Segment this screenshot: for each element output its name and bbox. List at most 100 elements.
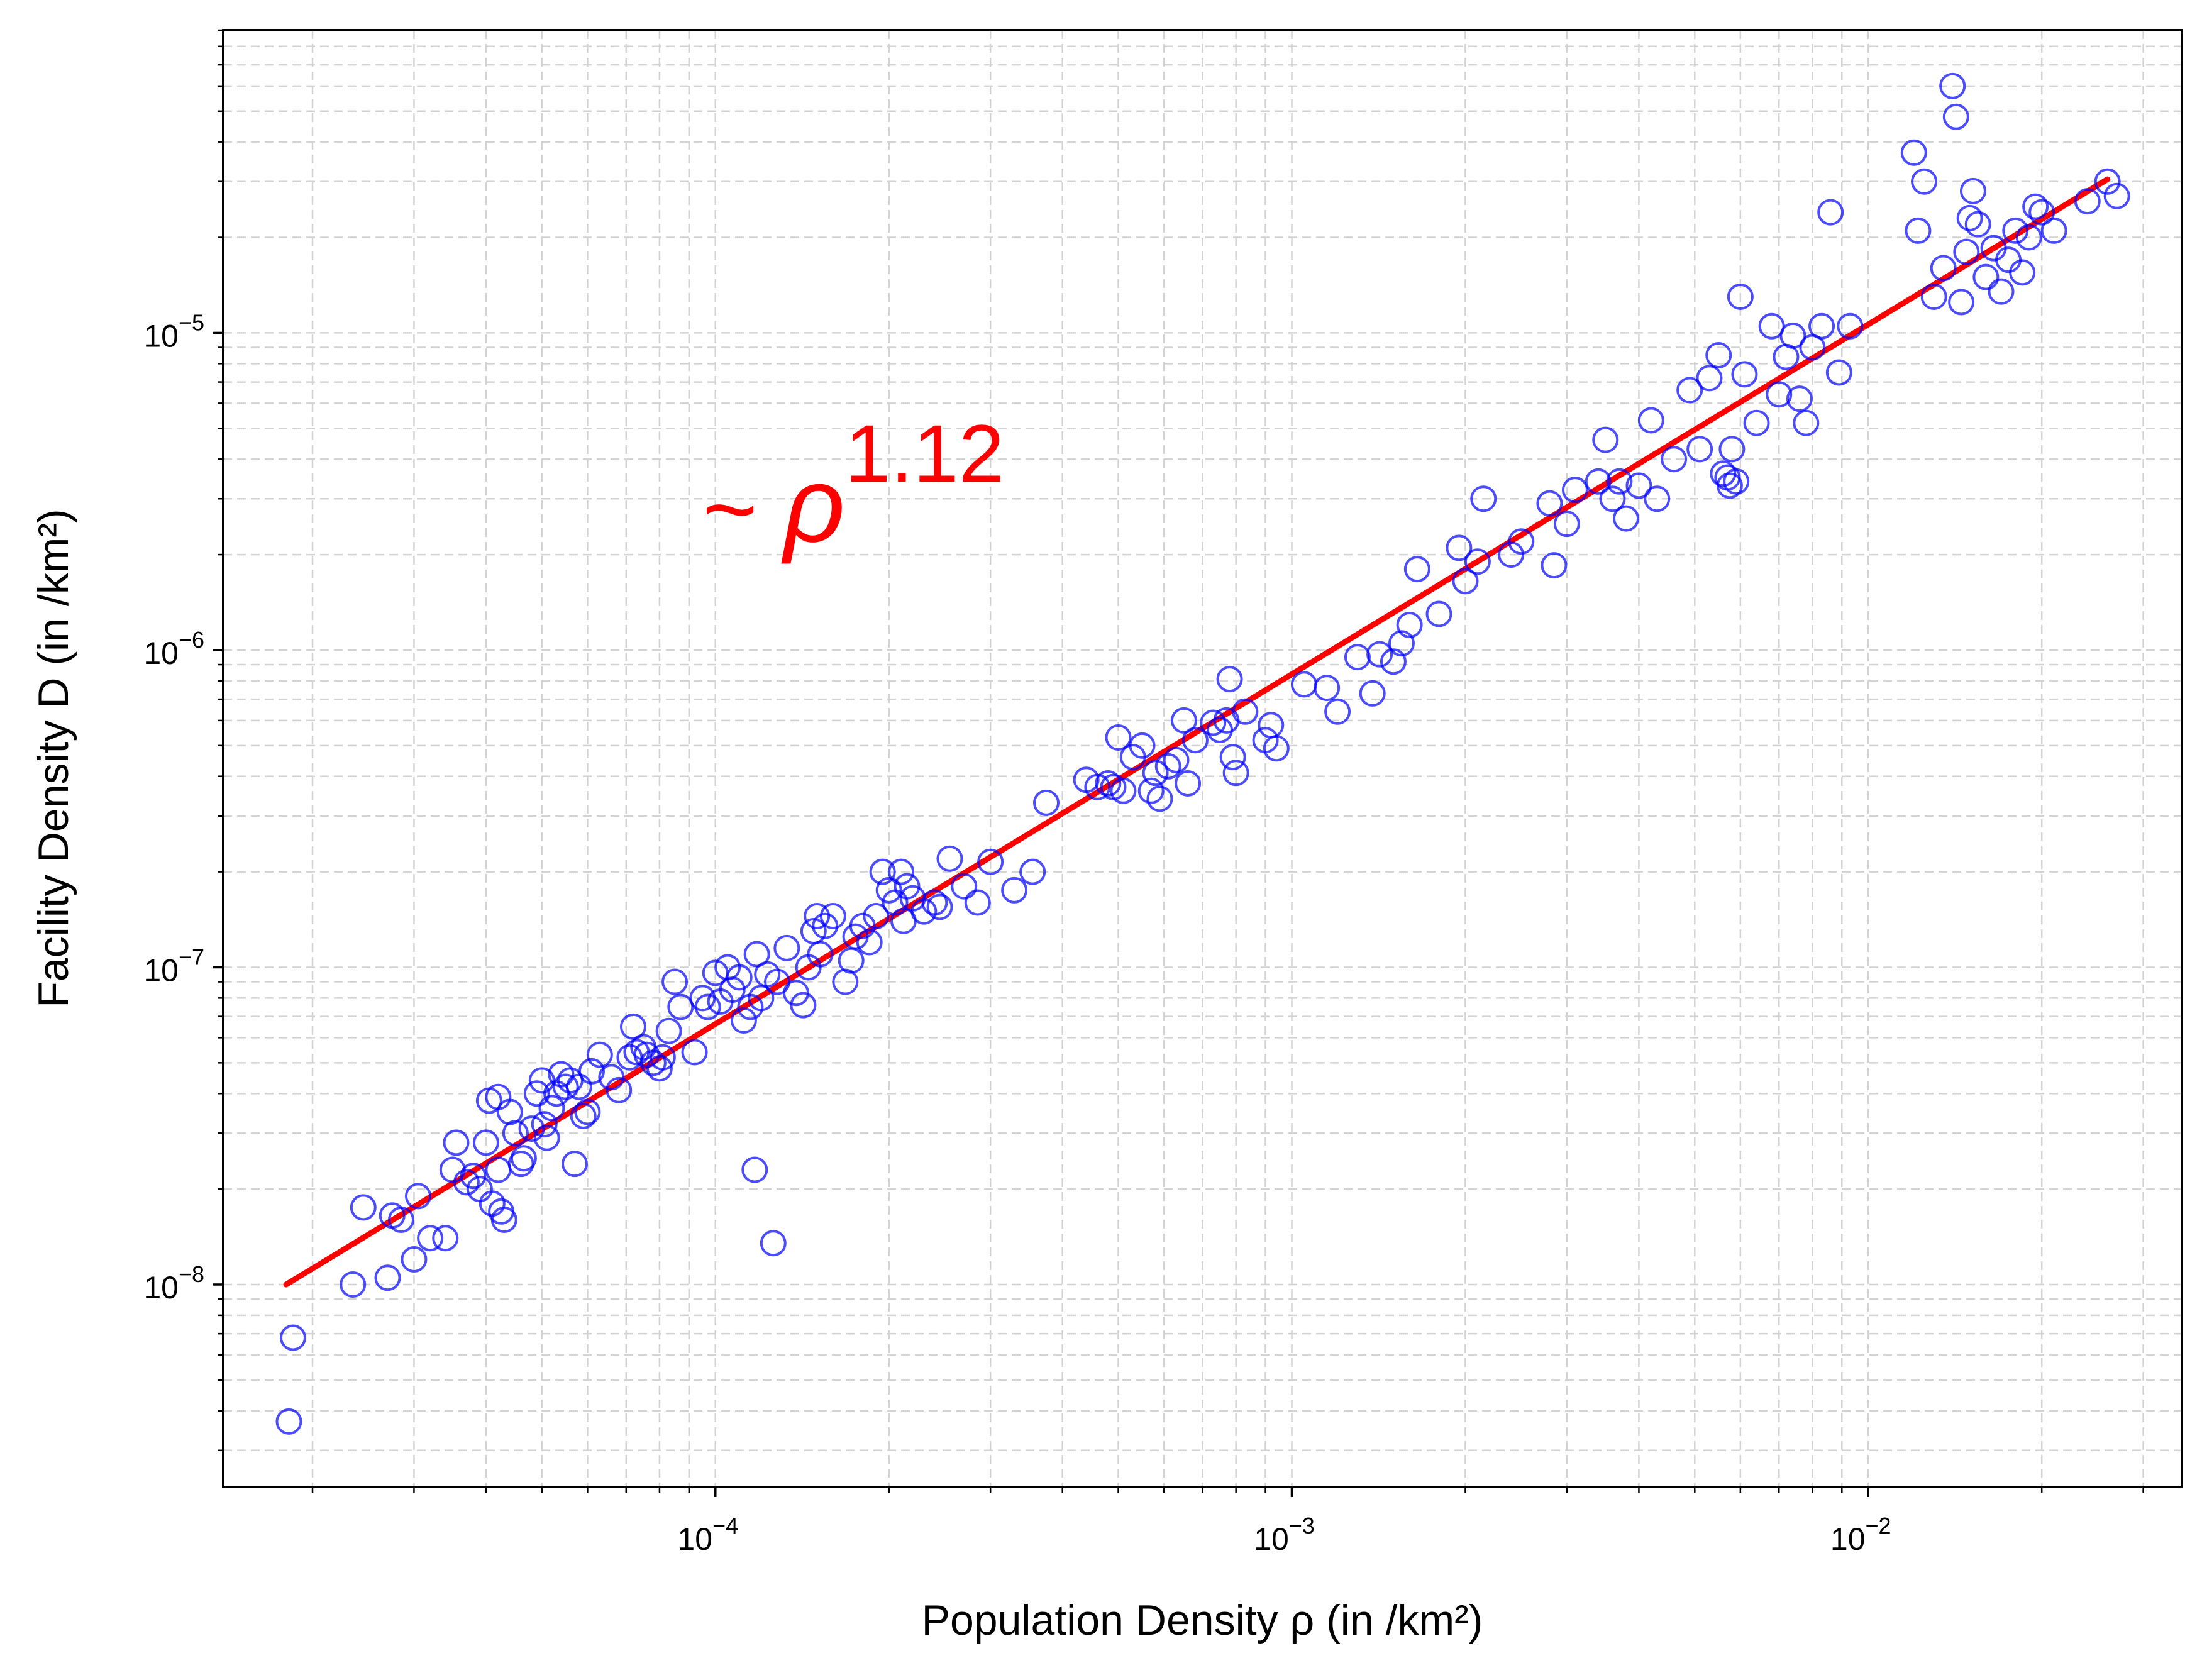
data-point <box>2074 188 2101 215</box>
data-point <box>1837 312 1864 340</box>
data-point <box>574 1098 601 1125</box>
y-axis-label: Facility Density D (in /km²) <box>30 509 77 1007</box>
data-point <box>1900 139 1927 166</box>
data-point <box>1324 698 1351 725</box>
data-point <box>1216 666 1243 693</box>
data-point <box>578 1058 605 1085</box>
data-point <box>1232 698 1259 725</box>
data-point <box>1705 342 1732 369</box>
data-point <box>405 1183 432 1210</box>
data-point <box>1396 611 1423 638</box>
data-point <box>1105 724 1132 751</box>
data-point <box>1953 238 1980 265</box>
data-point <box>1599 485 1626 512</box>
data-point <box>552 1073 579 1100</box>
data-point <box>646 1055 673 1082</box>
data-point <box>1743 409 1770 436</box>
data-point <box>1779 322 1806 349</box>
data-point <box>1930 255 1957 282</box>
data-point <box>649 1044 676 1071</box>
x-tick-label: 10−3 <box>1254 1513 1315 1557</box>
data-point <box>1959 177 1986 204</box>
data-point <box>1388 630 1415 657</box>
data-point <box>453 1169 480 1196</box>
data-point <box>819 903 846 930</box>
data-point <box>533 1124 560 1151</box>
data-point <box>1095 770 1122 797</box>
data-point <box>730 1007 757 1034</box>
data-point <box>1129 732 1156 759</box>
data-point <box>350 1194 377 1221</box>
data-point <box>606 1076 633 1103</box>
data-point <box>1905 217 1932 244</box>
data-point <box>1972 263 2000 290</box>
data-point <box>1033 789 1060 816</box>
y-tick-label: 10−5 <box>143 309 204 353</box>
power-law-annotation: ~ ρ1.12 <box>702 407 1004 565</box>
data-point <box>1110 777 1137 804</box>
data-point <box>1606 468 1633 495</box>
data-point <box>1793 409 1820 436</box>
data-point <box>1625 472 1652 499</box>
data-point <box>849 912 876 939</box>
data-points <box>275 72 2130 1435</box>
data-point <box>1637 407 1664 434</box>
data-point <box>926 893 953 920</box>
data-point <box>869 858 896 885</box>
data-point <box>1380 648 1407 675</box>
data-point <box>1344 644 1371 671</box>
data-point <box>1359 680 1386 707</box>
data-point <box>502 1120 529 1147</box>
data-point <box>1314 675 1341 702</box>
tick-labels: 10−4 10−3 10−2 10−8 10−7 10−6 10−5 <box>143 309 1891 1557</box>
data-point <box>472 1129 499 1156</box>
data-point <box>1716 472 1743 499</box>
data-point <box>1661 446 1688 473</box>
data-point <box>528 1067 555 1094</box>
data-point <box>2094 168 2121 195</box>
data-point <box>1170 707 1197 734</box>
data-point <box>741 1156 768 1183</box>
data-point <box>1613 505 1640 532</box>
data-point <box>1464 548 1491 575</box>
data-point <box>1939 72 1966 99</box>
data-point <box>964 889 991 916</box>
data-point <box>977 848 1004 875</box>
data-point <box>417 1225 444 1252</box>
data-point <box>432 1225 459 1252</box>
data-point <box>340 1271 367 1298</box>
data-point <box>275 1408 302 1435</box>
data-point <box>1825 359 1852 386</box>
data-point <box>510 1145 537 1172</box>
data-point <box>655 1017 682 1044</box>
annotation-exponent: 1.12 <box>845 407 1004 499</box>
data-point <box>1452 568 1479 595</box>
data-point <box>561 1151 588 1178</box>
data-point <box>1366 641 1393 668</box>
data-point <box>2028 199 2055 226</box>
x-tick-label: 10−4 <box>677 1513 738 1557</box>
data-point <box>2022 193 2049 220</box>
data-point <box>1146 785 1173 812</box>
data-point <box>856 929 883 956</box>
data-point <box>1592 426 1619 453</box>
data-point <box>523 1080 550 1107</box>
data-point <box>1786 385 1813 412</box>
data-point <box>667 993 694 1020</box>
data-point <box>1723 468 1750 495</box>
data-point <box>1585 468 1612 495</box>
axis-ticks <box>213 29 2144 1497</box>
data-point <box>694 993 721 1020</box>
data-point <box>1718 436 1746 463</box>
data-point <box>490 1206 517 1233</box>
data-point <box>1988 278 2015 305</box>
data-point <box>1727 283 1754 310</box>
data-point <box>804 903 831 930</box>
data-point <box>863 903 890 930</box>
data-point <box>1686 436 1713 463</box>
data-point <box>748 985 775 1012</box>
data-point <box>598 1064 625 1091</box>
grid-lines <box>223 29 2182 1487</box>
data-point <box>374 1264 401 1291</box>
